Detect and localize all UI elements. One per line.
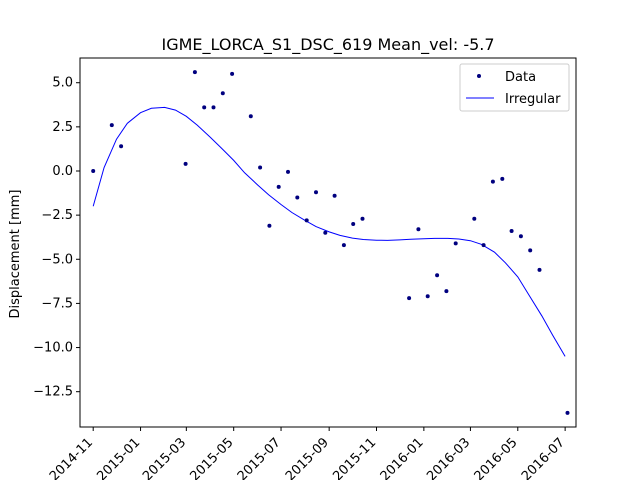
x-tick-label: 2016-07 xyxy=(519,435,568,480)
legend-label-irregular: Irregular xyxy=(505,92,561,107)
y-tick-label: 0.0 xyxy=(52,164,73,179)
x-tick-label: 2015-03 xyxy=(140,435,189,480)
data-point xyxy=(528,248,533,253)
data-point xyxy=(416,227,421,232)
data-point xyxy=(276,184,281,189)
data-point xyxy=(109,123,114,128)
data-point xyxy=(565,410,570,415)
legend-marker-data xyxy=(477,74,481,78)
data-point xyxy=(220,91,225,96)
data-point xyxy=(490,179,495,184)
data-point xyxy=(230,71,235,76)
axes: 5.02.50.0−2.5−5.0−7.5−10.0−12.52014-1120… xyxy=(33,57,577,480)
data-point xyxy=(453,241,458,246)
data-point xyxy=(500,176,505,181)
y-tick-label: −12.5 xyxy=(33,385,73,400)
data-point xyxy=(202,105,207,110)
x-tick-label: 2016-03 xyxy=(424,435,473,480)
plot-frame xyxy=(79,57,577,428)
x-tick-label: 2015-11 xyxy=(330,435,379,480)
y-tick-label: −5.0 xyxy=(41,252,73,267)
y-tick-label: −7.5 xyxy=(41,296,73,311)
data-point xyxy=(407,296,412,301)
data-point xyxy=(332,193,337,198)
data-point xyxy=(341,243,346,248)
legend-label-data: Data xyxy=(505,70,536,85)
data-point xyxy=(183,161,188,166)
data-point xyxy=(248,114,253,119)
data-point xyxy=(267,223,272,228)
x-tick-label: 2016-01 xyxy=(378,435,427,480)
x-tick-label: 2016-05 xyxy=(472,435,521,480)
data-point xyxy=(91,169,96,173)
series-irregular-line xyxy=(92,106,566,357)
data-point xyxy=(537,267,542,272)
y-tick-label: 2.5 xyxy=(52,120,73,135)
y-axis-label: Displacement [mm] xyxy=(8,190,23,319)
data-point xyxy=(425,294,430,299)
x-tick-label: 2015-07 xyxy=(235,435,284,480)
legend: Data Irregular xyxy=(459,63,570,112)
data-point xyxy=(518,234,523,239)
data-point xyxy=(304,218,309,223)
y-tick-label: −2.5 xyxy=(41,208,73,223)
legend-box xyxy=(459,63,570,112)
data-point xyxy=(472,216,477,221)
data-point xyxy=(435,273,440,278)
x-tick-label: 2015-09 xyxy=(283,435,332,480)
data-point xyxy=(323,230,328,235)
chart-title: IGME_LORCA_S1_DSC_619 Mean_vel: -5.7 xyxy=(161,35,494,55)
data-point xyxy=(119,144,124,149)
data-point xyxy=(444,289,449,294)
plot-area xyxy=(91,70,570,415)
data-point xyxy=(192,70,197,75)
x-tick-label: 2014-11 xyxy=(47,435,96,480)
y-tick-label: 5.0 xyxy=(52,76,73,91)
data-point xyxy=(258,165,263,170)
data-point xyxy=(360,216,365,221)
data-point xyxy=(314,190,318,195)
data-point xyxy=(211,105,216,110)
data-point xyxy=(286,169,290,174)
data-point xyxy=(351,222,356,226)
data-point xyxy=(481,243,486,248)
data-point xyxy=(509,229,514,233)
x-tick-label: 2015-01 xyxy=(94,435,143,480)
x-tick-label: 2015-05 xyxy=(187,435,236,480)
y-tick-label: −10.0 xyxy=(33,341,73,356)
data-point xyxy=(295,195,300,200)
